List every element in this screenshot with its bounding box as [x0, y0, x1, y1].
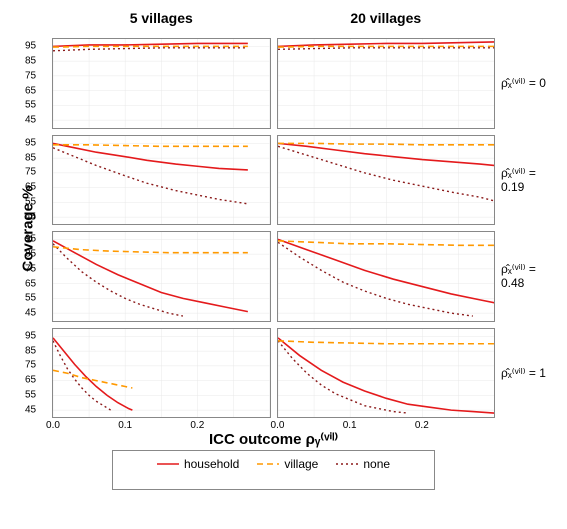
panel-r3-c1: 0.00.10.2: [277, 328, 496, 419]
legend-label-village: village: [284, 457, 318, 471]
legend-item-village: village: [257, 457, 318, 471]
row-label-2: ρ̂ₓ⁽ᵛⁱˡ⁾ = 0.48: [501, 231, 557, 322]
panel-r0-c1: [277, 38, 496, 129]
legend-label-household: household: [184, 457, 239, 471]
legend-swatch-village: [257, 458, 279, 470]
legend-item-household: household: [157, 457, 239, 471]
legend-swatch-none: [336, 458, 358, 470]
row-label-3: ρ̂ₓ⁽ᵛⁱˡ⁾ = 1: [501, 328, 557, 419]
panel-r1-c1: [277, 135, 496, 226]
panel-r0-c0: 455565758595: [52, 38, 271, 129]
legend-swatch-household: [157, 458, 179, 470]
panel-r2-c1: [277, 231, 496, 322]
row-label-0: ρ̂ₓ⁽ᵛⁱˡ⁾ = 0: [501, 38, 557, 129]
panel-r2-c0: 455565758595: [52, 231, 271, 322]
panel-r3-c0: 4555657585950.00.10.2: [52, 328, 271, 419]
facet-grid: Coverage % 5 villages 20 villages 455565…: [10, 10, 557, 490]
col-header-1: 20 villages: [277, 10, 496, 32]
col-header-0: 5 villages: [52, 10, 271, 32]
legend-item-none: none: [336, 457, 390, 471]
legend-label-none: none: [363, 457, 390, 471]
legend: household village none: [112, 450, 435, 490]
row-label-1: ρ̂ₓ⁽ᵛⁱˡ⁾ = 0.19: [501, 135, 557, 226]
panel-r1-c0: 455565758595: [52, 135, 271, 226]
